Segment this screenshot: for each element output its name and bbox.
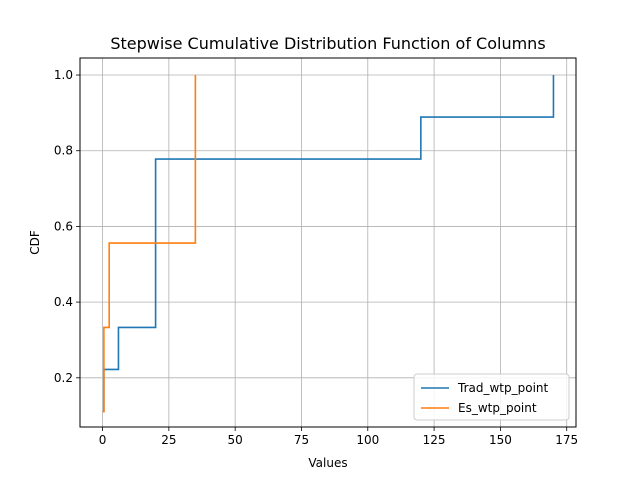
grid — [80, 58, 576, 427]
axis-ticks: 0 25 50 75 100 125 150 175 0.2 0.4 0.6 0.8 1.0 — [54, 68, 578, 447]
series-lines — [102, 75, 555, 413]
x-tick-label: 150 — [489, 433, 512, 447]
x-tick-label: 25 — [161, 433, 176, 447]
legend-label-1: Es_wtp_point — [458, 401, 537, 415]
series-line-1 — [102, 75, 197, 413]
y-tick-label: 0.4 — [54, 295, 73, 309]
legend-label-0: Trad_wtp_point — [457, 381, 549, 395]
y-tick-label: 0.6 — [54, 219, 73, 233]
y-axis-label: CDF — [28, 230, 42, 255]
x-tick-label: 0 — [99, 433, 107, 447]
x-axis-label: Values — [308, 456, 347, 470]
x-tick-label: 125 — [423, 433, 446, 447]
y-tick-label: 1.0 — [54, 68, 73, 82]
x-tick-label: 75 — [294, 433, 309, 447]
chart-title: Stepwise Cumulative Distribution Functio… — [110, 34, 545, 53]
plot-frame — [79, 57, 577, 428]
y-tick-label: 0.8 — [54, 144, 73, 158]
x-tick-label: 50 — [228, 433, 243, 447]
x-tick-label: 100 — [356, 433, 379, 447]
y-tick-label: 0.2 — [54, 371, 73, 385]
x-tick-label: 175 — [555, 433, 578, 447]
legend: Trad_wtp_point Es_wtp_point — [413, 373, 570, 421]
legend-box — [413, 373, 570, 421]
